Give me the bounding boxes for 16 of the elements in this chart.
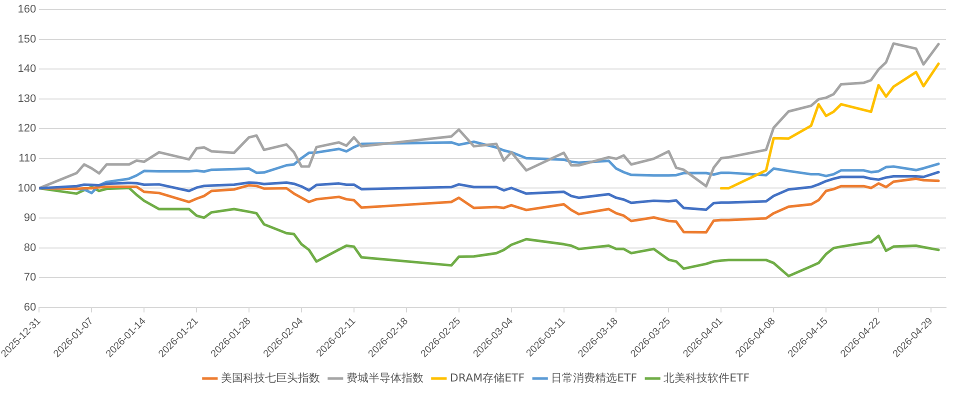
y-tick-label: 100 [18,182,36,194]
legend-label: DRAM存储ETF [450,371,525,384]
legend-label: 日常消费精选ETF [551,371,638,384]
y-tick-label: 130 [18,92,36,105]
y-tick-label: 80 [24,242,36,254]
legend-label: 北美科技软件ETF [664,371,750,384]
y-tick-label: 140 [18,63,36,76]
legend-label: 费城半导体指数 [346,371,424,384]
y-tick-label: 120 [18,122,36,135]
y-tick-label: 90 [24,212,36,224]
y-tick-label: 160 [18,4,36,16]
y-tick-label: 110 [18,152,36,165]
y-tick-label: 150 [18,33,36,46]
legend-label: 美国科技七巨头指数 [220,371,320,384]
y-tick-label: 60 [24,301,36,314]
y-tick-label: 70 [24,272,36,284]
